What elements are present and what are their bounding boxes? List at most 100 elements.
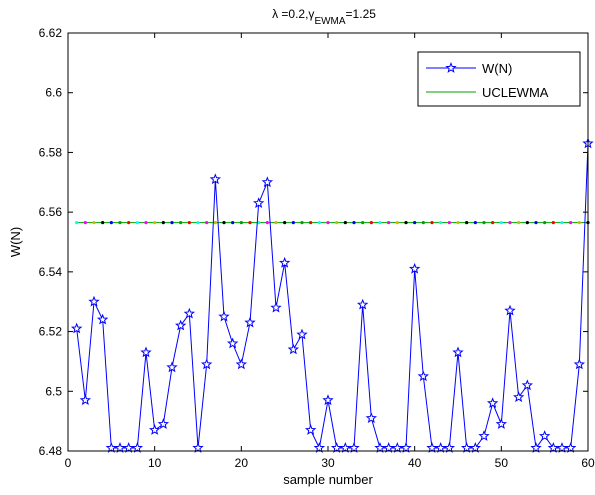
- ucl-point: [491, 220, 495, 225]
- y-tick-label: 6.54: [39, 265, 63, 279]
- series-point-wn: [322, 394, 334, 406]
- ucl-point: [213, 220, 217, 225]
- series-point-wn: [504, 304, 516, 316]
- series-point-wn: [434, 442, 447, 453]
- series-point-wn: [374, 442, 386, 453]
- ucl-point: [135, 220, 139, 225]
- series-point-wn: [339, 442, 352, 453]
- x-tick-label: 40: [408, 456, 422, 470]
- ucl-point: [170, 220, 174, 225]
- series-line-wn: [76, 143, 589, 450]
- legend-box: [417, 51, 581, 107]
- ucl-point: [569, 220, 573, 225]
- ucl-point: [75, 220, 79, 225]
- ucl-point: [187, 220, 191, 225]
- ucl-point: [560, 220, 564, 225]
- series-point-wn: [270, 301, 282, 313]
- ucl-point: [92, 220, 96, 225]
- ucl-point: [473, 220, 477, 225]
- series-point-wn: [235, 358, 248, 370]
- y-tick-label: 6.5: [45, 384, 62, 398]
- series-point-wn: [313, 442, 326, 453]
- title-tail: =1.25: [346, 7, 377, 21]
- series-point-wn: [252, 197, 265, 209]
- series-point-wn: [556, 442, 568, 453]
- series-point-wn: [443, 442, 456, 453]
- series-point-wn: [287, 343, 300, 355]
- x-tick-label: 50: [495, 456, 509, 470]
- series-point-wn: [79, 394, 92, 406]
- series-point-wn: [426, 442, 438, 453]
- ucl-point: [101, 220, 105, 225]
- ucl-point: [248, 220, 252, 225]
- ucl-point: [335, 220, 339, 225]
- series-point-wn: [452, 346, 464, 358]
- series-point-wn: [192, 442, 204, 453]
- ucl-point: [369, 220, 373, 225]
- ucl-point: [413, 220, 417, 225]
- ucl-point: [447, 220, 451, 225]
- ucl-point: [577, 220, 581, 225]
- ucl-point: [239, 220, 243, 225]
- series-point-wn: [261, 176, 274, 188]
- series-point-wn: [226, 337, 239, 349]
- series-point-wn: [209, 173, 222, 185]
- ucl-point: [551, 220, 555, 225]
- x-axis-label: sample number: [283, 472, 373, 487]
- title-subscript: EWMA: [314, 16, 345, 27]
- ucl-point: [309, 220, 313, 225]
- legend-label-wn: W(N): [482, 61, 512, 76]
- series-point-wn: [131, 442, 144, 453]
- ucl-point: [265, 220, 269, 225]
- ucl-point: [430, 220, 434, 225]
- series-point-wn: [88, 295, 100, 307]
- series-point-wn: [304, 424, 317, 435]
- ucl-point: [421, 220, 425, 225]
- ucl-point: [343, 220, 347, 225]
- series-point-wn: [330, 442, 343, 453]
- series-point-wn: [157, 418, 170, 429]
- ucl-point: [456, 220, 460, 225]
- series-point-wn: [400, 442, 412, 453]
- series-point-wn: [469, 442, 482, 453]
- ucl-point: [127, 220, 131, 225]
- x-tick-label: 0: [65, 456, 72, 470]
- series-point-wn: [148, 424, 161, 435]
- y-tick-label: 6.62: [39, 26, 63, 40]
- ucl-point: [352, 220, 356, 225]
- ucl-point: [179, 220, 183, 225]
- series-point-wn: [365, 412, 378, 423]
- series-point-wn: [486, 397, 499, 409]
- ucl-point: [404, 220, 408, 225]
- ucl-point: [222, 220, 226, 225]
- y-tick-label: 6.52: [39, 325, 63, 339]
- series-point-wn: [140, 346, 152, 358]
- y-tick-label: 6.58: [39, 145, 63, 159]
- x-tick-label: 60: [581, 456, 595, 470]
- ucl-point: [482, 220, 486, 225]
- x-tick-label: 10: [148, 456, 162, 470]
- ucl-point: [326, 220, 330, 225]
- series-point-wn: [538, 430, 551, 441]
- series-point-wn: [70, 322, 83, 334]
- ucl-point: [378, 220, 382, 225]
- ucl-point: [465, 220, 469, 225]
- series-layer: [70, 137, 594, 453]
- title-main: λ =0.2,γ: [272, 7, 314, 21]
- ucl-point: [257, 220, 261, 225]
- ucl-point: [144, 220, 148, 225]
- y-tick-label: 6.6: [45, 86, 62, 100]
- tick-labels: 0 10 20 30 40 50 60 6.48 6.5 6.52 6.54 6.56 6.58 6.6 6…: [39, 26, 595, 470]
- ucl-point: [499, 220, 503, 225]
- y-axis-label: W(N): [8, 227, 23, 257]
- series-point-wn: [512, 391, 525, 403]
- ucl-point: [274, 220, 278, 225]
- series-point-wn: [495, 418, 508, 429]
- series-point-wn: [105, 442, 118, 453]
- series-point-wn: [460, 442, 473, 453]
- x-tick-label: 30: [321, 456, 335, 470]
- series-point-wn: [96, 313, 109, 325]
- series-point-wn: [122, 442, 135, 453]
- ucl-point: [543, 220, 547, 225]
- y-tick-label: 6.48: [39, 444, 63, 458]
